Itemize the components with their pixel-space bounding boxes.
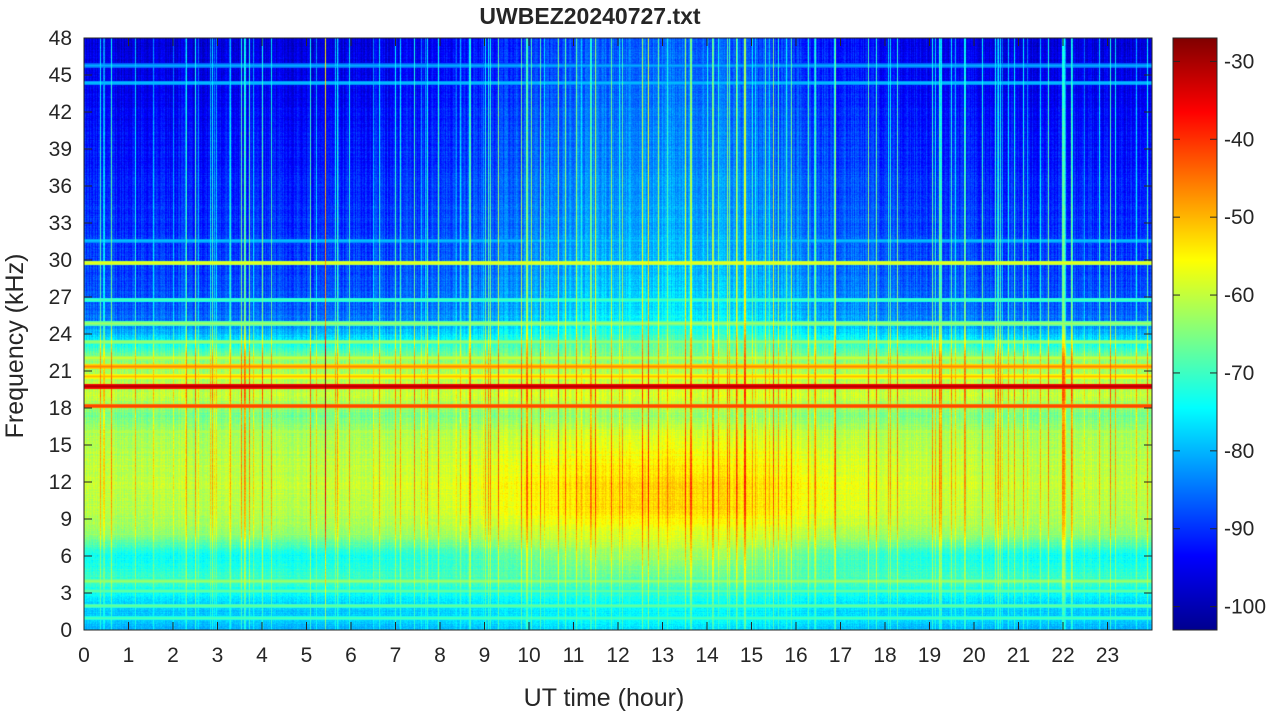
x-tick-label: 23 bbox=[1096, 644, 1119, 667]
x-axis-label: UT time (hour) bbox=[524, 684, 685, 712]
y-tick-label: 42 bbox=[49, 101, 72, 124]
colorbar-ticks: -30 -40 -50 -60 -70 -80 -90 -100 bbox=[1173, 50, 1266, 619]
x-tick-label: 3 bbox=[212, 644, 224, 667]
y-axis-label: Frequency (kHz) bbox=[1, 254, 29, 439]
x-tick-label: 8 bbox=[434, 644, 446, 667]
x-axis: 0 1 2 3 4 5 6 7 8 9 10 11 12 13 14 15 16 17 18 19 20 21 22 23 bbox=[78, 38, 1119, 667]
x-tick-label: 7 bbox=[390, 644, 402, 667]
x-tick-label: 0 bbox=[78, 644, 90, 667]
y-tick-label: 12 bbox=[49, 471, 72, 494]
heatmap-canvas bbox=[84, 38, 1152, 630]
x-tick-label: 19 bbox=[918, 644, 941, 667]
y-tick-label: 24 bbox=[49, 323, 73, 346]
x-tick-label: 5 bbox=[301, 644, 313, 667]
y-tick-label: 30 bbox=[49, 249, 72, 272]
y-tick-label: 0 bbox=[60, 619, 72, 642]
x-tick-label: 2 bbox=[167, 644, 179, 667]
x-tick-label: 12 bbox=[606, 644, 629, 667]
y-tick-label: 33 bbox=[49, 212, 72, 235]
x-tick-label: 16 bbox=[784, 644, 807, 667]
x-tick-label: 9 bbox=[479, 644, 491, 667]
colorbar-tick-label: -80 bbox=[1224, 440, 1254, 463]
y-tick-label: 27 bbox=[49, 286, 72, 309]
y-tick-label: 15 bbox=[49, 434, 72, 457]
y-tick-label: 45 bbox=[49, 64, 72, 87]
colorbar-tick-label: -30 bbox=[1224, 50, 1254, 73]
x-tick-label: 10 bbox=[517, 644, 540, 667]
chart-title: UWBEZ20240727.txt bbox=[479, 3, 700, 29]
y-tick-label: 3 bbox=[60, 582, 72, 605]
x-tick-label: 1 bbox=[123, 644, 135, 667]
x-tick-label: 6 bbox=[345, 644, 357, 667]
x-tick-label: 15 bbox=[740, 644, 763, 667]
x-tick-label: 17 bbox=[829, 644, 852, 667]
colorbar-tick-label: -100 bbox=[1224, 596, 1266, 619]
x-tick-label: 21 bbox=[1007, 644, 1030, 667]
y-tick-label: 48 bbox=[49, 27, 72, 50]
colorbar-tick-label: -90 bbox=[1224, 518, 1254, 541]
x-tick-label: 4 bbox=[256, 644, 268, 667]
y-tick-label: 18 bbox=[49, 397, 72, 420]
y-tick-label: 6 bbox=[60, 545, 72, 568]
x-tick-label: 22 bbox=[1051, 644, 1074, 667]
colorbar-tick-label: -70 bbox=[1224, 362, 1254, 385]
x-tick-label: 13 bbox=[651, 644, 674, 667]
colorbar-tick-label: -40 bbox=[1224, 128, 1254, 151]
x-tick-label: 18 bbox=[873, 644, 896, 667]
heatmap-area bbox=[84, 38, 1152, 630]
colorbar-tick-label: -50 bbox=[1224, 206, 1254, 229]
y-tick-label: 36 bbox=[49, 175, 72, 198]
y-tick-label: 39 bbox=[49, 138, 72, 161]
x-tick-label: 11 bbox=[563, 644, 585, 667]
x-tick-label: 20 bbox=[962, 644, 985, 667]
x-tick-label: 14 bbox=[695, 644, 719, 667]
colorbar bbox=[1172, 37, 1218, 631]
y-tick-label: 21 bbox=[49, 360, 72, 383]
y-tick-label: 9 bbox=[60, 508, 72, 531]
colorbar-tick-label: -60 bbox=[1224, 284, 1254, 307]
